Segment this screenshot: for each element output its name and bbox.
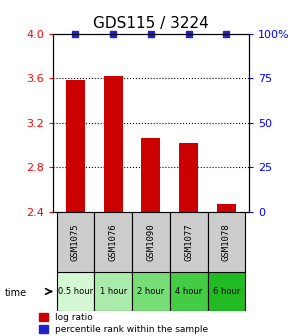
- Text: GSM1076: GSM1076: [109, 223, 118, 261]
- FancyBboxPatch shape: [207, 272, 245, 311]
- Text: 1 hour: 1 hour: [100, 287, 127, 296]
- Text: time: time: [4, 288, 27, 298]
- FancyBboxPatch shape: [94, 212, 132, 272]
- Text: 0.5 hour: 0.5 hour: [58, 287, 93, 296]
- Bar: [217, 204, 236, 212]
- Legend: log ratio, percentile rank within the sample: log ratio, percentile rank within the sa…: [39, 313, 208, 334]
- Bar: [104, 76, 122, 212]
- FancyBboxPatch shape: [207, 212, 245, 272]
- Text: 6 hour: 6 hour: [213, 287, 240, 296]
- Title: GDS115 / 3224: GDS115 / 3224: [93, 16, 209, 31]
- Bar: [179, 143, 198, 212]
- FancyBboxPatch shape: [57, 272, 94, 311]
- FancyBboxPatch shape: [94, 272, 132, 311]
- Bar: [66, 80, 85, 212]
- FancyBboxPatch shape: [57, 212, 94, 272]
- Text: GSM1090: GSM1090: [146, 223, 155, 261]
- FancyBboxPatch shape: [170, 212, 207, 272]
- FancyBboxPatch shape: [132, 212, 170, 272]
- FancyBboxPatch shape: [170, 272, 207, 311]
- Text: 2 hour: 2 hour: [137, 287, 165, 296]
- FancyBboxPatch shape: [132, 272, 170, 311]
- Bar: [142, 138, 160, 212]
- Text: GSM1075: GSM1075: [71, 223, 80, 261]
- Text: GSM1078: GSM1078: [222, 223, 231, 261]
- Text: 4 hour: 4 hour: [175, 287, 202, 296]
- Text: GSM1077: GSM1077: [184, 223, 193, 261]
